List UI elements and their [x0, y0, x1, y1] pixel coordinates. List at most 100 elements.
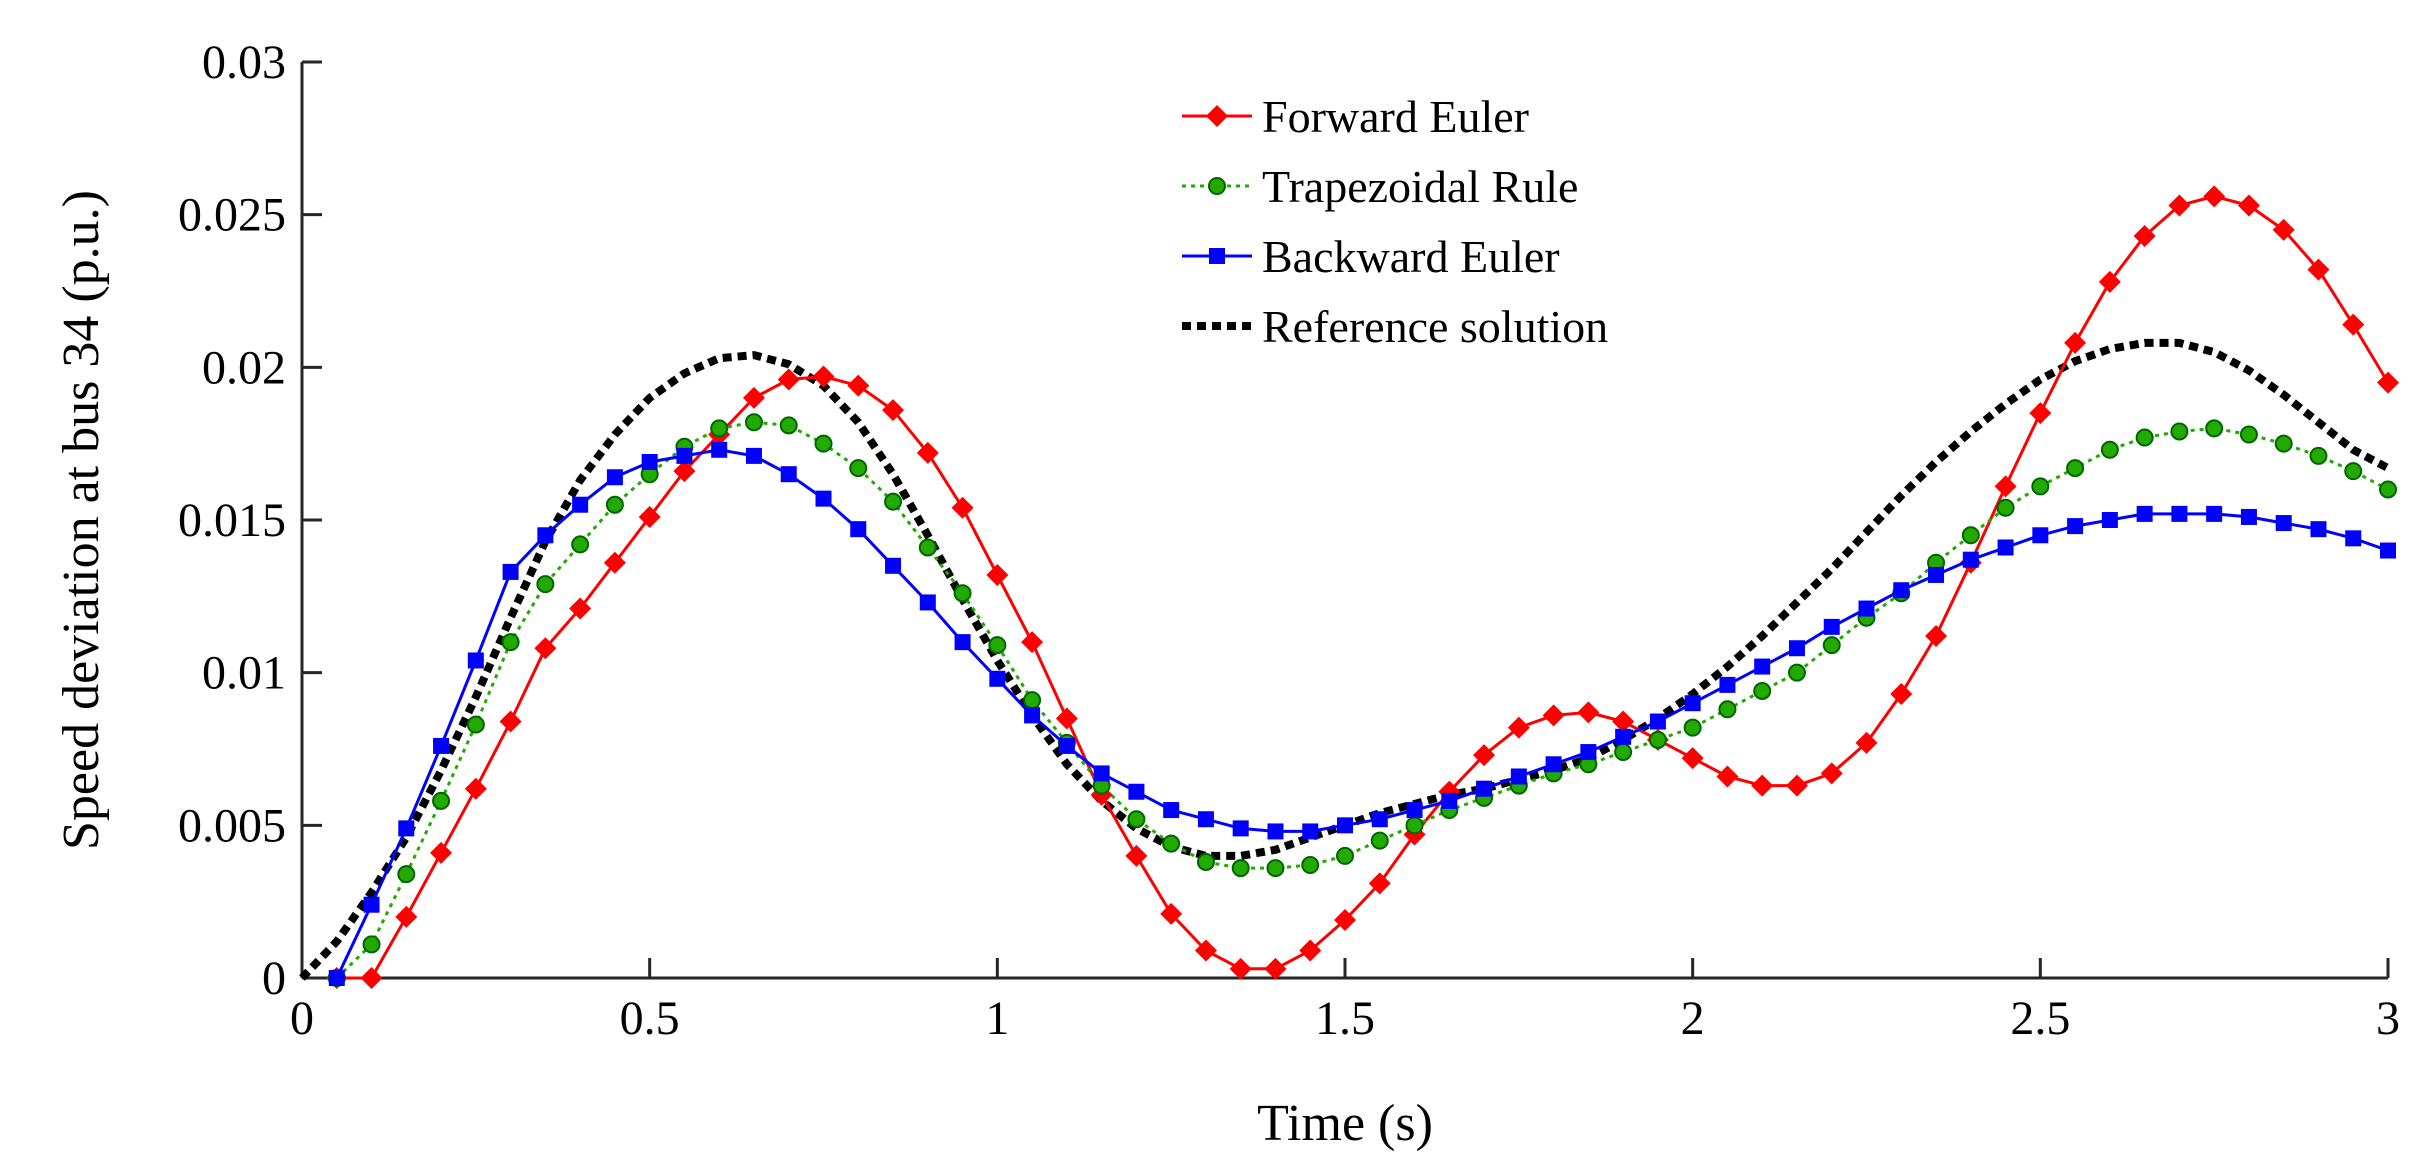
x-axis-title: Time (s) — [1257, 1095, 1433, 1152]
data-point-backward-euler — [2240, 508, 2257, 525]
data-point-backward-euler — [1545, 756, 1562, 773]
legend-label-forward-euler: Forward Euler — [1262, 91, 1529, 142]
data-point-backward-euler — [989, 670, 1006, 687]
data-point-trapezoidal-rule — [1961, 526, 1980, 545]
data-point-forward-euler — [1299, 939, 1322, 962]
data-point-forward-euler — [1820, 762, 1843, 785]
data-point-forward-euler — [1160, 902, 1183, 925]
data-point-forward-euler — [1716, 765, 1739, 788]
data-point-trapezoidal-rule — [571, 535, 590, 554]
data-point-forward-euler — [1785, 774, 1808, 797]
legend-entry-trapezoidal-rule: Trapezoidal Rule — [1182, 161, 1578, 212]
data-point-forward-euler — [2064, 331, 2087, 354]
data-point-backward-euler — [1302, 823, 1319, 840]
data-point-backward-euler — [363, 896, 380, 913]
series-reference-solution — [299, 338, 2390, 981]
data-point-backward-euler — [1337, 817, 1353, 834]
data-point-forward-euler — [1681, 747, 1704, 770]
data-point-backward-euler — [2380, 542, 2396, 559]
data-point-backward-euler — [1128, 783, 1145, 800]
data-point-backward-euler — [2206, 505, 2223, 522]
data-point-forward-euler — [2133, 225, 2156, 248]
data-point-trapezoidal-rule — [2100, 440, 2119, 459]
data-point-trapezoidal-rule — [779, 416, 798, 435]
data-point-trapezoidal-rule — [1648, 730, 1667, 749]
data-point-trapezoidal-rule — [744, 413, 763, 432]
legend-label-reference-solution: Reference solution — [1262, 301, 1608, 352]
series-backward-euler — [328, 441, 2396, 986]
data-point-backward-euler — [1232, 820, 1249, 837]
data-point-backward-euler — [2171, 505, 2188, 522]
data-point-trapezoidal-rule — [2239, 425, 2258, 444]
y-tick-label: 0.01 — [202, 647, 286, 700]
data-point-backward-euler — [2136, 505, 2153, 522]
data-point-backward-euler — [1858, 600, 1875, 617]
data-point-trapezoidal-rule — [2344, 462, 2363, 481]
data-point-trapezoidal-rule — [1996, 498, 2015, 517]
data-point-trapezoidal-rule — [2066, 459, 2085, 478]
data-point-backward-euler — [1058, 737, 1075, 754]
data-point-trapezoidal-rule — [2309, 446, 2328, 465]
data-point-forward-euler — [1194, 939, 1217, 962]
series-line-forward-euler — [336, 194, 2390, 980]
series-line-trapezoidal-rule — [335, 420, 2389, 980]
data-point-backward-euler — [1823, 618, 1840, 635]
data-point-trapezoidal-rule — [1301, 856, 1320, 875]
data-point-forward-euler — [1334, 908, 1356, 931]
data-point-backward-euler — [1788, 640, 1805, 657]
data-point-forward-euler — [1368, 872, 1391, 895]
data-point-forward-euler — [1125, 844, 1148, 867]
data-point-trapezoidal-rule — [953, 584, 972, 603]
data-point-backward-euler — [2032, 527, 2049, 544]
data-point-backward-euler — [467, 652, 484, 669]
data-point-backward-euler — [1093, 765, 1110, 782]
data-point-forward-euler — [673, 460, 696, 483]
data-point-forward-euler — [1751, 774, 1774, 797]
data-point-backward-euler — [1649, 713, 1666, 730]
data-point-backward-euler — [1267, 823, 1284, 840]
data-point-backward-euler — [2067, 518, 2084, 535]
data-point-backward-euler — [1928, 566, 1945, 583]
data-point-trapezoidal-rule — [1023, 691, 1042, 710]
data-point-trapezoidal-rule — [814, 434, 833, 453]
data-point-forward-euler — [499, 710, 522, 733]
data-point-forward-euler — [1473, 744, 1496, 767]
data-point-forward-euler — [847, 374, 870, 397]
data-point-forward-euler — [951, 496, 974, 519]
data-point-trapezoidal-rule — [466, 715, 485, 734]
data-point-forward-euler — [1507, 716, 1530, 739]
x-tick-label: 2 — [1681, 992, 1705, 1045]
y-tick-label: 0.02 — [202, 341, 286, 394]
data-point-forward-euler — [430, 841, 453, 864]
data-point-forward-euler — [742, 386, 765, 409]
data-point-backward-euler — [606, 469, 623, 486]
y-tick-label: 0.025 — [178, 189, 286, 242]
data-point-trapezoidal-rule — [1162, 834, 1181, 853]
data-point-backward-euler — [2101, 512, 2118, 528]
data-point-backward-euler — [1510, 768, 1527, 785]
data-point-trapezoidal-rule — [1787, 663, 1806, 682]
data-point-forward-euler — [395, 905, 418, 928]
data-point-trapezoidal-rule — [1266, 859, 1285, 878]
data-point-backward-euler — [2310, 521, 2327, 538]
x-tick-label: 2.5 — [2010, 992, 2070, 1045]
axes: 0 0.5 1 1.5 2 2.5 3 0 0.005 0.01 0.015 0.02 0.025 0.0… — [53, 36, 2400, 1152]
y-tick-label: 0.015 — [178, 494, 286, 547]
data-point-trapezoidal-rule — [1336, 846, 1354, 865]
data-point-forward-euler — [360, 967, 383, 989]
data-point-trapezoidal-rule — [1822, 636, 1841, 655]
data-point-forward-euler — [2098, 270, 2121, 293]
legend-label-backward-euler: Backward Euler — [1262, 231, 1560, 282]
data-point-backward-euler — [919, 594, 936, 611]
data-point-backward-euler — [1197, 811, 1214, 828]
y-tick-label: 0 — [262, 952, 286, 1005]
data-point-forward-euler — [2272, 218, 2295, 241]
data-point-backward-euler — [572, 496, 589, 513]
data-point-backward-euler — [1962, 551, 1979, 568]
data-point-trapezoidal-rule — [2379, 480, 2397, 499]
data-point-forward-euler — [1612, 710, 1635, 733]
legend-label-trapezoidal-rule: Trapezoidal Rule — [1262, 161, 1578, 212]
data-point-forward-euler — [1890, 683, 1913, 706]
data-point-forward-euler — [1264, 957, 1287, 980]
data-point-trapezoidal-rule — [397, 865, 416, 884]
